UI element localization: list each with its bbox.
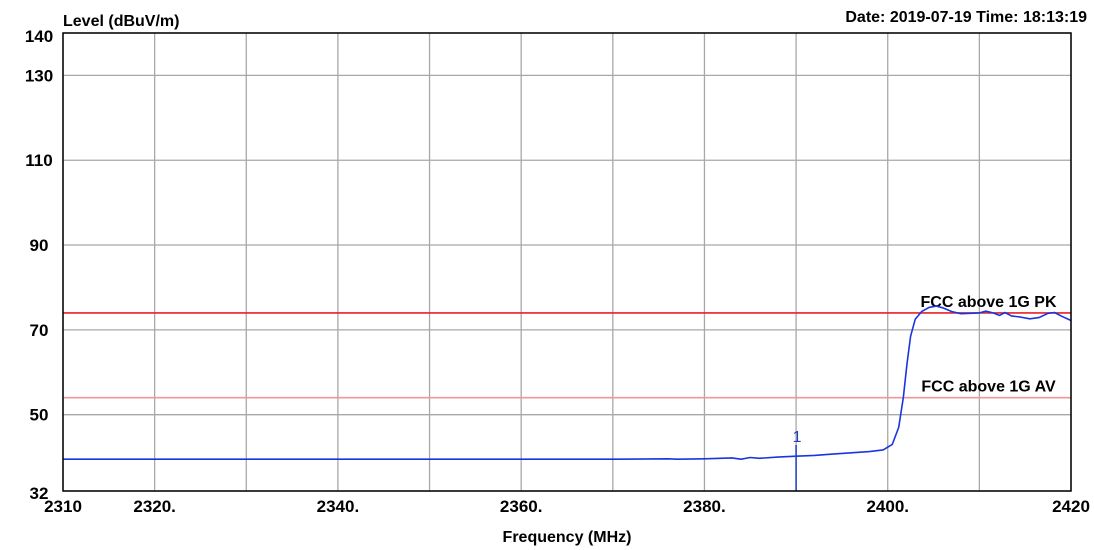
y-tick-label: 140: [25, 27, 53, 46]
x-tick-label: 2360.: [500, 497, 543, 516]
y-tick-label: 130: [25, 66, 53, 85]
x-tick-label: 2420: [1052, 497, 1090, 516]
marker-label: 1: [793, 429, 802, 446]
y-tick-label: 90: [30, 236, 49, 255]
y-tick-label: 70: [30, 321, 49, 340]
x-axis-label: Frequency (MHz): [503, 529, 632, 546]
x-tick-label: 2380.: [683, 497, 726, 516]
limit-line-label: FCC above 1G AV: [921, 379, 1056, 396]
y-tick-label: 110: [25, 151, 52, 170]
tick-labels: 2310 2320. 2340. 2360. 2380. 2400. 2420 32 50 70 9…: [25, 27, 1090, 516]
series-line: [63, 305, 1072, 460]
limit-lines: FCC above 1G PK FCC above 1G AV: [63, 294, 1071, 399]
y-tick-label: 50: [30, 406, 49, 425]
y-tick-label: 32: [30, 484, 49, 503]
series-layer: 1: [63, 305, 1072, 491]
timestamp: Date: 2019-07-19 Time: 18:13:19: [845, 9, 1087, 26]
x-tick-label: 2400.: [866, 497, 909, 516]
x-tick-label: 2310: [44, 497, 82, 516]
plot-frame: [62, 32, 1072, 492]
x-tick-label: 2340.: [317, 497, 360, 516]
limit-line-label: FCC above 1G PK: [921, 294, 1057, 311]
x-tick-label: 2320.: [133, 497, 176, 516]
y-axis-label: Level (dBuV/m): [63, 13, 179, 30]
